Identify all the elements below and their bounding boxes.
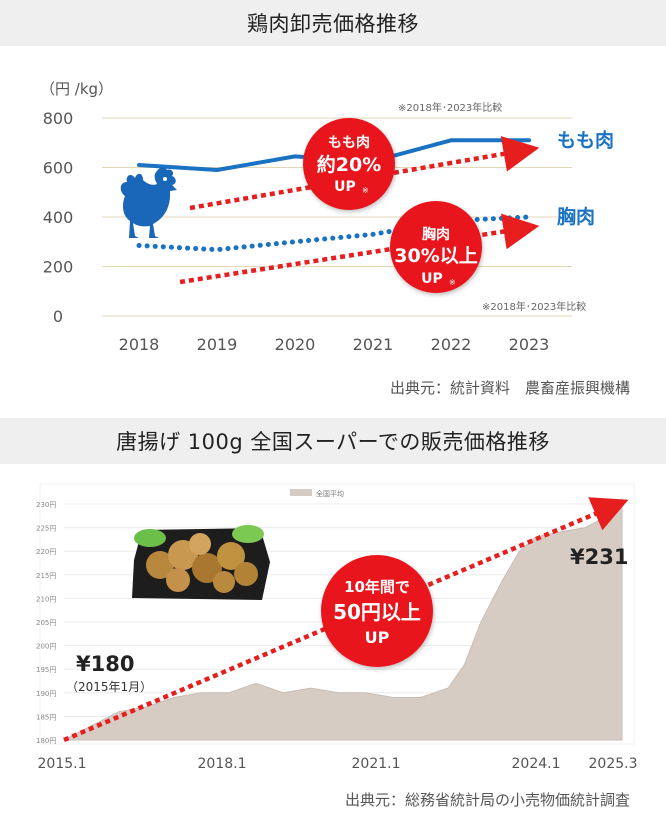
chart1-y-ticks: 800 600 400 200 0 [43,109,74,326]
thigh-trend-arrow [189,136,540,211]
y-tick-label: 800 [43,109,74,128]
y-tick-label: 185円 [36,713,56,721]
breast-up-badge: 胸肉 30%以上 UP ※ [390,201,482,293]
x-tick-label: 2023 [509,335,550,354]
x-tick-label: 2021 [353,335,394,354]
karaage-badge-line1: 10年間で [344,578,410,596]
series-label: 胸肉 [557,205,595,228]
y-tick-label: 205円 [36,619,56,627]
start-date-note: （2015年1月） [66,680,152,694]
thigh-badge-line1: もも肉 [328,134,370,151]
comparison-note-bottom: ※2018年･2023年比較 [482,300,586,313]
x-tick-label: 2018.1 [198,756,247,772]
y-tick-label: 200円 [36,643,56,651]
breast-badge-mark: ※ [449,278,456,287]
comparison-note-top: ※2018年･2023年比較 [398,101,502,114]
end-price: ¥231 [570,545,628,569]
y-tick-label: 600 [43,159,74,178]
karaage-up-badge: 10年間で 50円以上 UP [321,555,433,667]
y-tick-label: 215円 [36,572,56,580]
x-tick-label: 2021.1 [352,756,401,772]
y-tick-label: 220円 [36,548,56,556]
y-tick-label: 400 [43,208,74,227]
x-tick-label: 2018 [119,335,160,354]
thigh-badge-mark: ※ [362,186,369,195]
x-tick-label: 2019 [197,335,238,354]
chicken-icon [120,167,177,238]
y-tick-label: 190円 [36,690,56,698]
y-tick-label: 225円 [36,525,56,533]
chart2-title: 唐揚げ 100g 全国スーパーでの販売価格推移 [0,418,666,464]
breast-badge-line2: 30%以上 [394,245,477,267]
y-tick-label: 200 [43,258,74,277]
series-label: もも肉 [557,128,614,151]
karaage-price-chart: 全国平均 230円 225円 220円 215円 210円 205円 200円 195円 190… [0,470,666,790]
y-tick-label: 180円 [36,737,56,745]
breast-badge-line3: UP [421,271,443,287]
y-tick-label: 195円 [36,666,56,674]
y-tick-label: 0 [53,307,63,326]
x-tick-label: 2015.1 [38,756,87,772]
thigh-up-badge: もも肉 約20% UP ※ [303,118,395,210]
y-tick-label: 210円 [36,595,56,603]
legend-swatch [290,489,312,496]
thigh-badge-line2: 約20% [317,153,381,176]
y-tick-label: 230円 [36,501,56,509]
x-tick-label: 2022 [431,335,472,354]
chart1-source: 出典元：統計資料 農畜産振興機構 [389,379,630,397]
karaage-badge-line2: 50円以上 [333,600,421,624]
thigh-badge-line3: UP [334,179,356,195]
karaage-price-svg: 全国平均 230円 225円 220円 215円 210円 205円 200円 195円 190… [36,483,638,772]
start-price: ¥180 [76,652,134,676]
x-tick-label: 2024.1 [512,756,561,772]
fried-chicken-photo [132,525,270,600]
chart2-y-ticks: 230円 225円 220円 215円 210円 205円 200円 195円 190円 185円… [36,501,56,745]
chart2-x-ticks: 2015.1 2018.1 2021.1 2024.1 2025.3 [38,756,638,772]
breast-badge-line1: 胸肉 [422,226,450,243]
national-average-area [63,497,623,741]
x-tick-label: 2020 [275,335,316,354]
chart2-source: 出典元：総務省統計局の小売物価統計調査 [344,791,630,809]
breast-series-line [136,214,532,253]
chart2-legend: 全国平均 [290,489,344,498]
y-axis-unit: （円 /kg） [40,80,113,98]
legend-label: 全国平均 [316,489,344,498]
wholesale-price-chart: （円 /kg） 800 600 400 200 0 2018 2019 2020 2021 20… [0,46,666,376]
chart1-title: 鶏肉卸売価格推移 [0,0,666,46]
chart2-area [63,497,623,741]
chart1-x-ticks: 2018 2019 2020 2021 2022 2023 [119,335,550,354]
karaage-badge-line3: UP [365,628,390,647]
x-tick-label: 2025.3 [589,756,638,772]
